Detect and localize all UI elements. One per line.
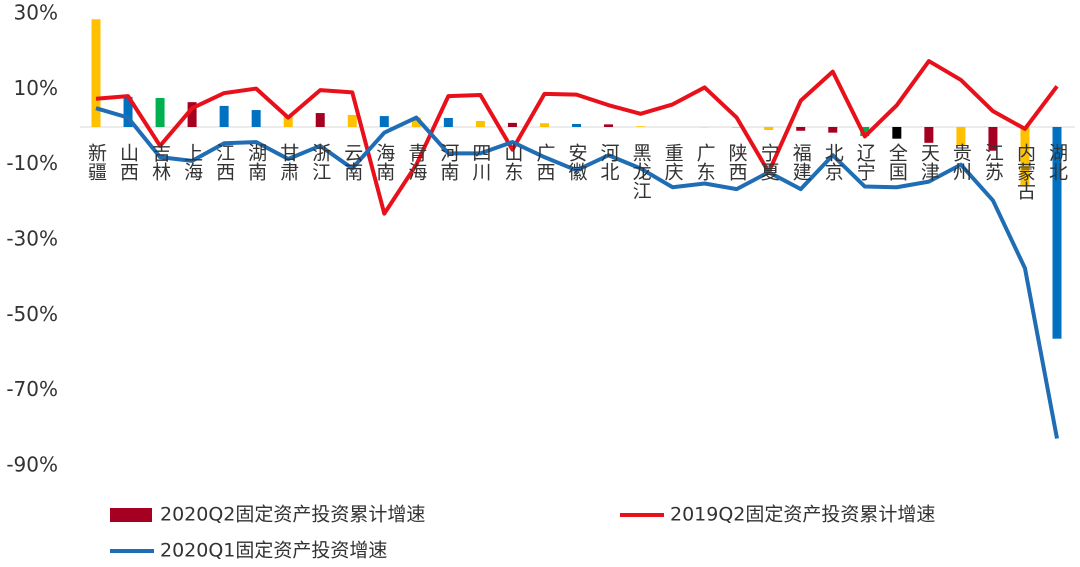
x-tick-label: 河北 [598,143,620,181]
x-tick-label: 宁夏 [758,143,780,181]
bar [379,116,389,127]
x-tick-label: 青海 [405,143,427,181]
bar [411,117,421,127]
bar [732,127,742,128]
bar [219,105,229,127]
bar [1052,127,1062,339]
bar [187,102,197,127]
x-tick-label: 河南 [437,143,459,181]
bar [315,113,325,127]
x-tick-label: 重庆 [662,143,684,181]
bar [539,123,549,127]
bar [764,127,774,131]
bar [283,116,293,127]
x-tick-label: 湖南 [245,143,267,181]
x-tick-label: 海南 [373,143,395,181]
x-tick-label: 黑龙江 [630,143,652,200]
x-tick-label: 上海 [181,143,203,181]
x-tick-label: 陕西 [726,143,748,181]
y-tick-label: -70% [6,377,58,401]
y-tick-label: -90% [6,453,58,477]
bar [251,110,261,127]
x-tick-label: 山西 [117,143,139,181]
bar [924,127,934,143]
bar [155,97,165,127]
x-tick-label: 湖北 [1046,143,1068,181]
bar [475,120,485,127]
bar [636,126,646,127]
bar [572,123,581,127]
x-tick-label: 内蒙古 [1014,143,1036,200]
x-tick-label: 广东 [694,143,716,181]
bar [123,96,133,127]
bar [796,127,806,131]
y-tick-label: 30% [14,1,58,25]
bar [828,127,838,133]
x-tick-label: 浙江 [309,143,331,181]
x-tick-label: 辽宁 [854,143,876,181]
bar [892,127,902,139]
bar [860,127,870,137]
bar [604,124,614,127]
bar [956,127,966,146]
y-tick-label: -30% [6,227,58,251]
x-tick-label: 广西 [533,143,555,181]
y-tick-label: -50% [6,302,58,326]
bar [988,127,998,151]
y-tick-label: -10% [6,151,58,175]
x-tick-label: 云南 [341,143,363,181]
legend-label: 2019Q2固定资产投资累计增速 [670,504,935,526]
legend-swatch [110,508,152,522]
x-tick-label: 吉林 [149,143,171,181]
x-tick-label: 江西 [213,143,235,181]
line [95,106,1059,439]
x-tick-label: 北京 [822,143,844,182]
x-tick-label: 江苏 [982,143,1004,181]
x-tick-label: 全国 [886,143,908,181]
legend-label: 2020Q1固定资产投资增速 [160,540,387,562]
bar [1020,127,1030,186]
x-tick-label: 甘肃 [277,143,299,181]
x-tick-label: 新疆 [85,143,107,181]
y-tick-label: 10% [14,76,58,100]
x-tick-label: 山东 [501,143,523,181]
x-tick-label: 福建 [790,143,812,181]
x-tick-label: 天津 [918,143,940,181]
x-tick-label: 四川 [469,143,491,181]
bar [443,117,453,127]
bar [347,114,357,127]
bar [91,19,101,128]
bar [507,122,517,127]
x-tick-label: 贵州 [950,143,972,181]
x-tick-label: 安徽 [566,143,588,181]
line [95,59,1059,216]
legend-label: 2020Q2固定资产投资累计增速 [160,504,425,526]
